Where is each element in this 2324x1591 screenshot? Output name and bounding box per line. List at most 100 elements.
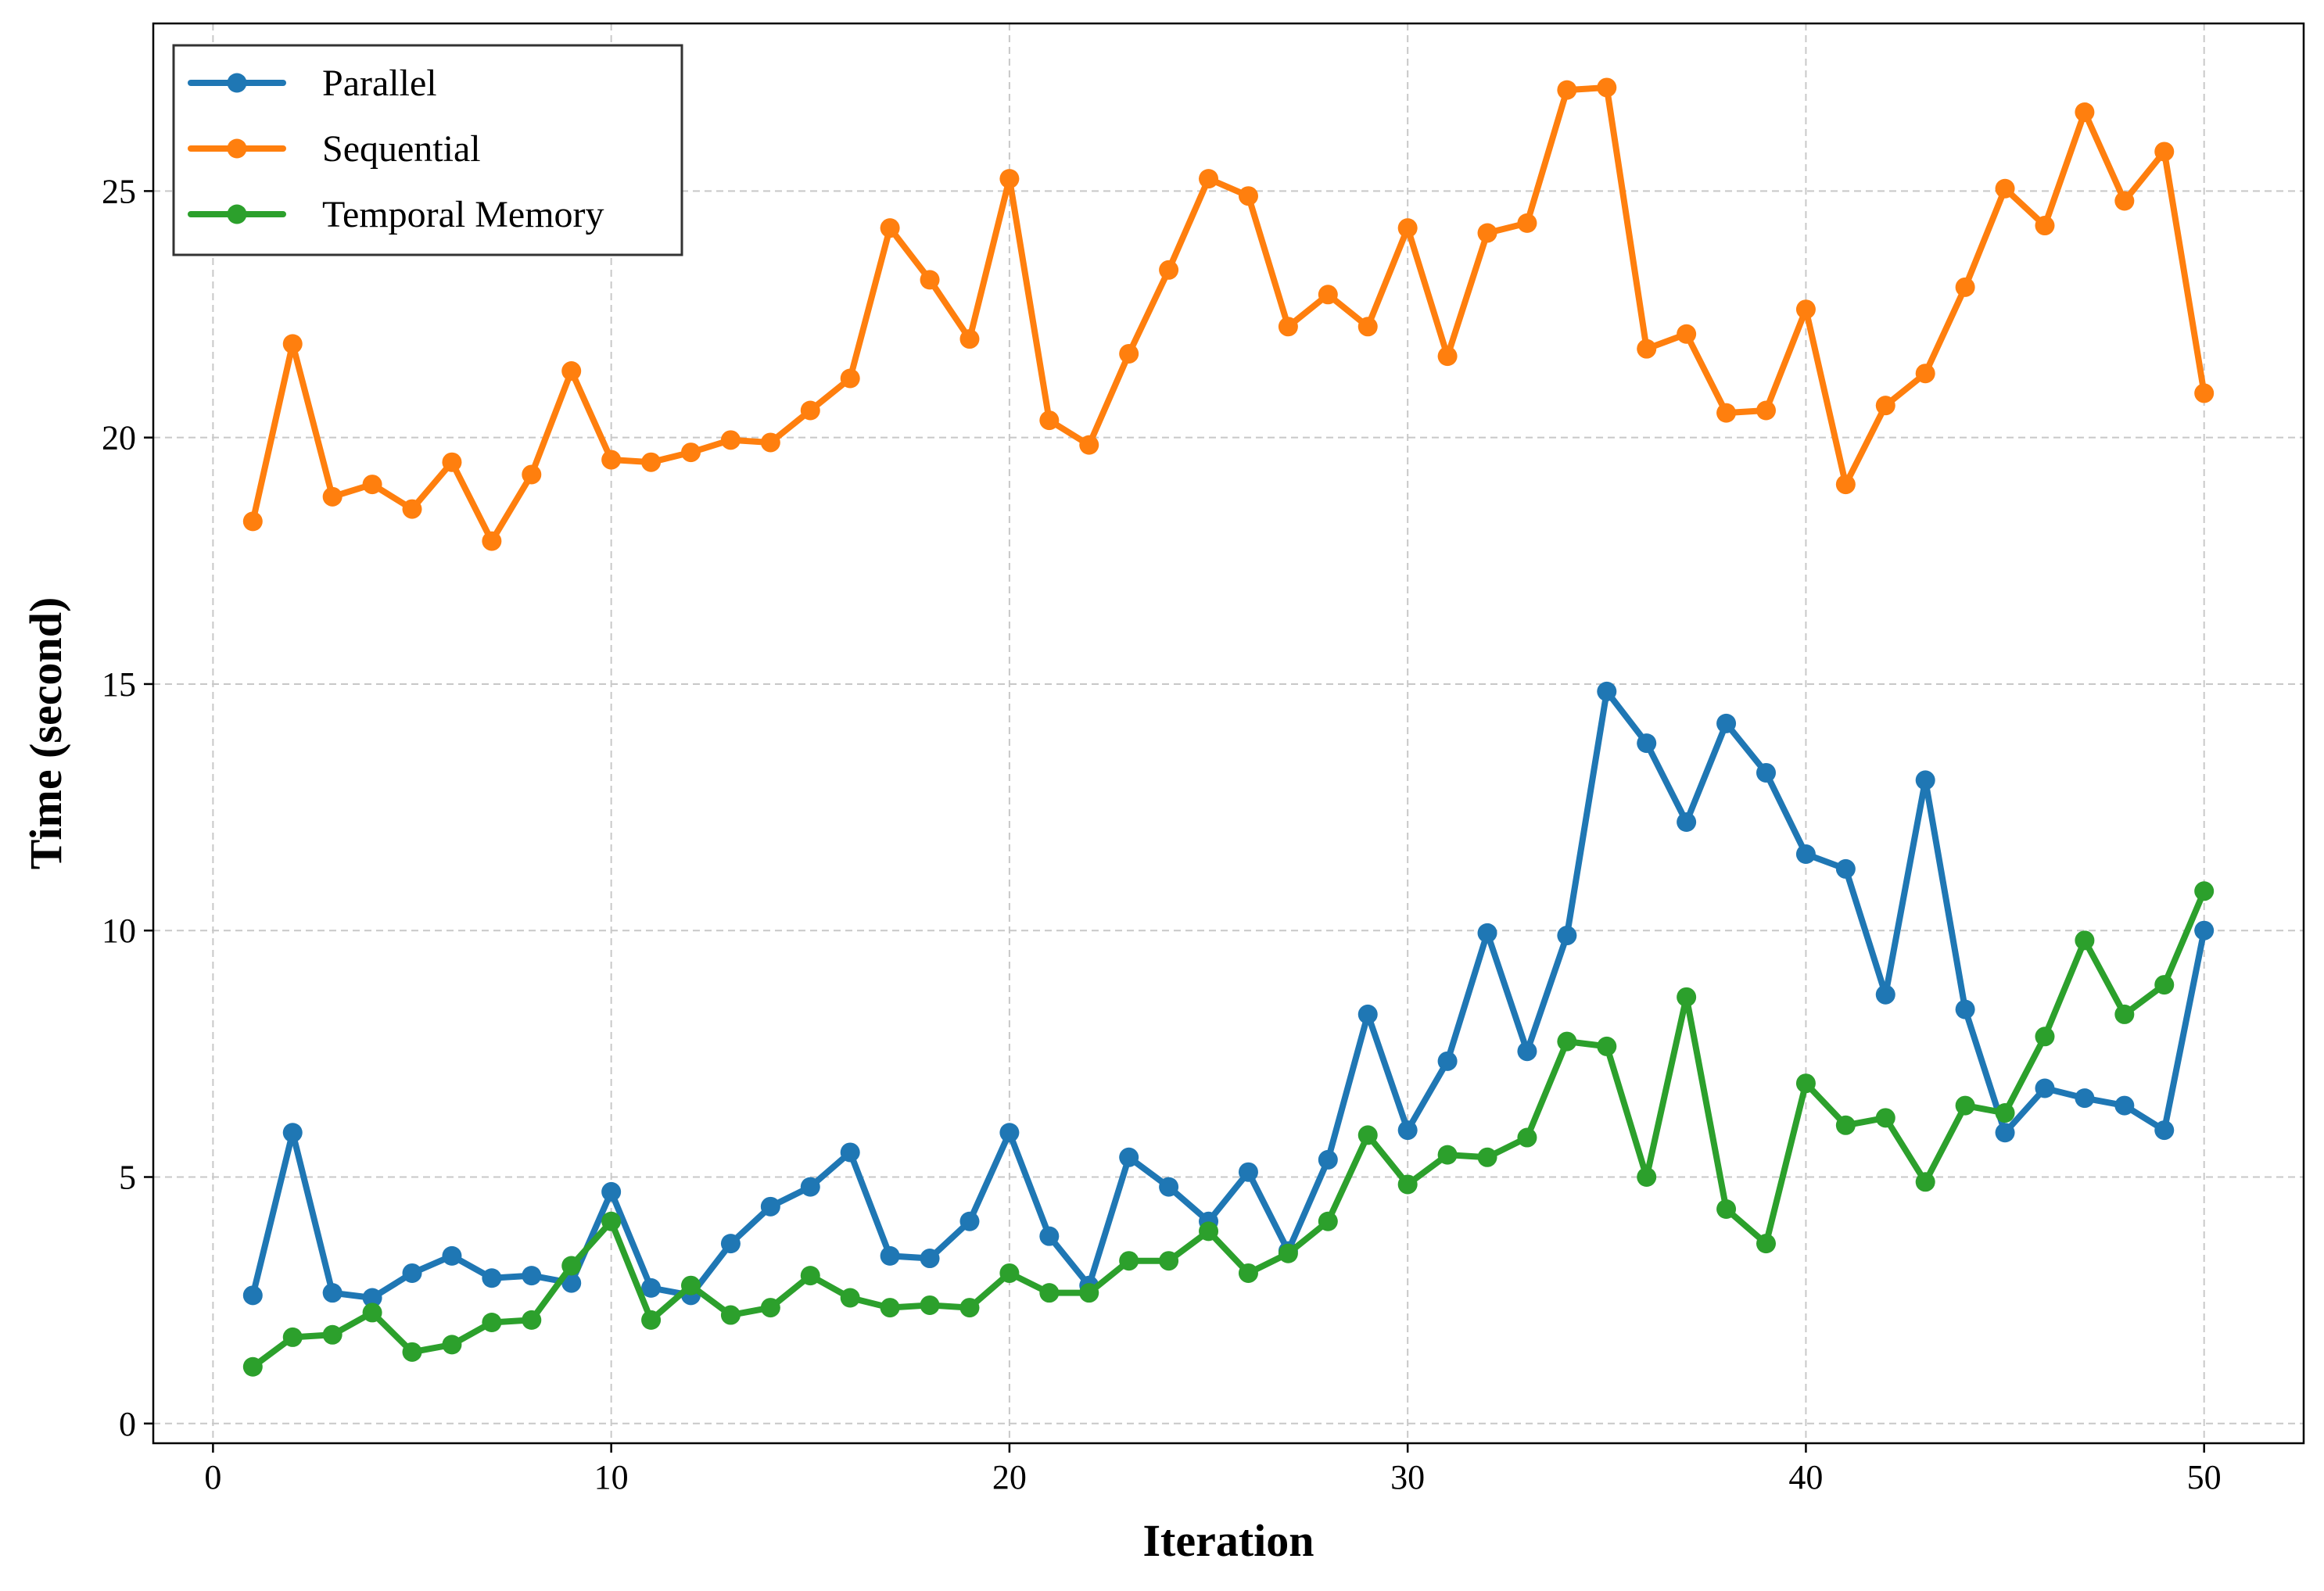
data-point — [1119, 1251, 1139, 1271]
data-point — [1437, 1145, 1458, 1165]
data-point — [601, 1181, 622, 1202]
series-lines — [242, 77, 2215, 1377]
legend-marker — [227, 138, 247, 159]
data-point — [1119, 343, 1139, 364]
data-point — [641, 1277, 662, 1298]
x-tick-label: 10 — [594, 1458, 629, 1496]
data-point — [362, 1288, 382, 1308]
data-point — [959, 329, 980, 349]
data-point — [2075, 1088, 2095, 1109]
data-point — [1318, 1149, 1338, 1170]
data-point — [1955, 277, 1975, 297]
x-tick-label: 30 — [1390, 1458, 1425, 1496]
data-point — [1677, 987, 1697, 1007]
data-point — [2194, 383, 2215, 403]
data-point — [2154, 975, 2175, 995]
data-point — [1756, 1234, 1776, 1254]
y-tick-label: 25 — [102, 172, 136, 210]
data-point — [2035, 216, 2055, 236]
x-axis-title: Iteration — [1142, 1515, 1314, 1566]
series-group — [242, 881, 2215, 1377]
data-point — [1835, 475, 1856, 495]
y-tick-label: 0 — [119, 1405, 136, 1443]
data-point — [442, 452, 462, 472]
data-point — [2154, 142, 2175, 162]
data-point — [442, 1245, 462, 1266]
data-point — [1039, 410, 1060, 431]
data-point — [1397, 218, 1418, 238]
data-point — [720, 1305, 741, 1325]
data-point — [522, 1266, 542, 1286]
series-line — [249, 84, 2207, 545]
data-point — [1199, 169, 1219, 189]
data-point — [2114, 1004, 2135, 1024]
data-point — [800, 1266, 820, 1286]
legend: Parallel Sequential Temporal Memory — [172, 44, 683, 256]
y-axis-title: Time (second) — [20, 597, 71, 870]
data-point — [2114, 191, 2135, 211]
data-point — [760, 1196, 780, 1217]
data-point — [1278, 317, 1298, 337]
x-tick-label: 40 — [1788, 1458, 1823, 1496]
data-point — [1318, 285, 1338, 305]
data-point — [1795, 844, 1816, 864]
data-point — [2075, 102, 2095, 122]
data-point — [402, 499, 422, 519]
data-point — [2035, 1078, 2055, 1098]
data-point — [1875, 984, 1895, 1005]
data-point — [1795, 1073, 1816, 1094]
data-point — [1995, 1123, 2015, 1143]
data-point — [800, 400, 820, 421]
data-point — [322, 1283, 343, 1303]
data-point — [1517, 1127, 1537, 1148]
data-point — [561, 1256, 582, 1276]
data-point — [1835, 1115, 1856, 1135]
data-point — [1357, 1004, 1378, 1024]
x-tick-label: 50 — [2187, 1458, 2222, 1496]
data-point — [1238, 1263, 1258, 1283]
data-point — [1955, 999, 1975, 1019]
data-point — [1357, 317, 1378, 337]
plot-area-frame — [152, 22, 2305, 1445]
data-point — [1517, 1041, 1537, 1062]
data-point — [1159, 1251, 1179, 1271]
data-point — [920, 1295, 940, 1315]
data-point — [242, 511, 263, 532]
data-point — [760, 1298, 780, 1318]
axis-ticks: 0 10 20 30 40 50 0 5 10 15 20 25 — [102, 172, 2222, 1496]
data-point — [2194, 881, 2215, 901]
x-tick-label: 0 — [204, 1458, 221, 1496]
data-point — [1238, 186, 1258, 206]
data-point — [282, 1327, 303, 1347]
data-point — [402, 1263, 422, 1283]
data-point — [1357, 1125, 1378, 1145]
data-point — [681, 443, 701, 463]
data-point — [1278, 1243, 1298, 1263]
data-point — [282, 1123, 303, 1143]
data-point — [1637, 733, 1657, 754]
data-point — [681, 1275, 701, 1295]
data-point — [442, 1335, 462, 1355]
legend-marker — [227, 73, 247, 93]
legend-label: Temporal Memory — [322, 194, 604, 235]
x-tick-label: 20 — [992, 1458, 1027, 1496]
data-point — [1159, 1177, 1179, 1197]
series-group — [242, 77, 2215, 551]
data-point — [1597, 681, 1617, 701]
data-point — [959, 1298, 980, 1318]
data-point — [362, 475, 382, 495]
data-point — [561, 361, 582, 382]
data-point — [1716, 713, 1737, 733]
data-point — [959, 1211, 980, 1231]
data-point — [1039, 1226, 1060, 1246]
data-point — [1835, 858, 1856, 879]
data-point — [2114, 1095, 2135, 1116]
data-point — [1915, 770, 1935, 790]
data-point — [482, 1313, 502, 1333]
data-point — [1119, 1147, 1139, 1167]
data-point — [880, 1298, 900, 1318]
data-point — [1397, 1174, 1418, 1195]
data-point — [1557, 1031, 1577, 1052]
data-point — [1795, 299, 1816, 320]
data-point — [999, 169, 1020, 189]
